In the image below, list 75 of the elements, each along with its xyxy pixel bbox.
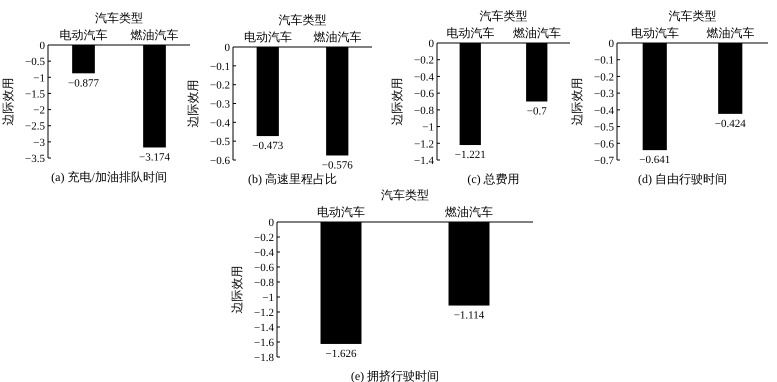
text: (c) 总费用 xyxy=(467,172,520,186)
y-axis-title: 边际效用 xyxy=(230,266,244,314)
x-tick-label: 燃油汽车 xyxy=(445,205,493,219)
data-label: −3.174 xyxy=(139,151,170,164)
x-tick-label: 燃油汽车 xyxy=(512,26,561,40)
y-tick-label: −1 xyxy=(422,122,434,134)
x-tick-label: 电动汽车 xyxy=(317,205,365,219)
y-tick-label: −0.6 xyxy=(210,155,230,167)
y-tick-label: −3.5 xyxy=(25,153,46,165)
x-tick-label: 电动汽车 xyxy=(446,26,494,40)
y-tick-label: −0.2 xyxy=(210,80,230,92)
y-tick-label: 0 xyxy=(268,217,274,229)
x-tick-label: 电动汽车 xyxy=(630,26,679,40)
y-tick-label: −1.5 xyxy=(25,88,46,100)
text: (a) 充电/加油排队时间 xyxy=(51,170,167,184)
y-tick-label: −0.1 xyxy=(594,54,614,67)
y-tick-label: −0.5 xyxy=(210,136,230,148)
data-label: −0.424 xyxy=(714,118,746,130)
y-tick-label: 0 xyxy=(224,42,230,54)
x-axis-title: 汽车类型 xyxy=(95,11,143,25)
y-tick-label: −0.6 xyxy=(254,262,274,274)
x-tick-label: 燃油汽车 xyxy=(313,30,362,44)
y-tick-label: −1.4 xyxy=(414,155,434,167)
y-tick-label: −1 xyxy=(262,292,274,304)
x-tick-label: 电动汽车 xyxy=(244,30,292,44)
text: (d) 自由行驶时间 xyxy=(638,172,727,186)
y-tick-label: −1.6 xyxy=(254,337,274,349)
x-axis-title: 汽车类型 xyxy=(381,188,429,202)
y-tick-label: −1.4 xyxy=(254,322,274,334)
y-tick-label: 0 xyxy=(608,38,614,50)
y-tick-label: −0.2 xyxy=(254,232,274,244)
y-tick-label: −1 xyxy=(33,72,45,84)
y-tick-label: −0.3 xyxy=(210,98,230,110)
x-axis-title: 汽车类型 xyxy=(278,13,326,27)
y-tick-label: −0.2 xyxy=(414,54,434,67)
x-tick-label: 电动汽车 xyxy=(60,28,108,42)
data-label: −0.7 xyxy=(526,106,548,118)
data-label: −1.626 xyxy=(326,348,357,360)
y-tick-label: −0.8 xyxy=(414,104,434,117)
y-tick-label: −0.5 xyxy=(594,122,614,134)
data-label: −0.641 xyxy=(639,154,670,166)
y-axis-title: 边际效用 xyxy=(390,78,404,126)
y-tick-label: −0.2 xyxy=(594,71,614,84)
y-tick-label: −1.2 xyxy=(254,307,274,319)
y-tick-label: −0.3 xyxy=(594,88,614,100)
data-label: −0.473 xyxy=(252,140,284,152)
data-label: −0.877 xyxy=(68,77,100,90)
y-axis-title: 边际效用 xyxy=(186,80,200,128)
y-tick-label: −1.8 xyxy=(254,352,274,364)
x-tick-label: 燃油汽车 xyxy=(706,26,754,40)
y-tick-label: −0.5 xyxy=(25,56,46,68)
data-label: −1.221 xyxy=(454,149,486,162)
y-tick-label: −0.8 xyxy=(254,277,274,289)
y-tick-label: 0 xyxy=(428,38,434,50)
data-label: −1.114 xyxy=(454,310,485,322)
y-axis-title: 边际效用 xyxy=(1,78,15,126)
y-tick-label: −0.4 xyxy=(594,104,614,117)
y-tick-label: −0.1 xyxy=(210,60,230,73)
y-tick-label: 0 xyxy=(40,40,46,52)
y-tick-label: −0.4 xyxy=(210,117,230,130)
y-tick-label: −2 xyxy=(33,104,45,117)
y-axis-title: 边际效用 xyxy=(570,78,584,126)
x-axis-title: 汽车类型 xyxy=(668,9,716,23)
x-axis-title: 汽车类型 xyxy=(480,9,528,23)
y-tick-label: −3 xyxy=(33,136,46,149)
y-tick-label: −0.4 xyxy=(254,247,274,259)
y-tick-label: −0.6 xyxy=(594,138,614,150)
data-label: −0.576 xyxy=(322,159,354,172)
y-tick-label: −1.2 xyxy=(414,138,434,150)
x-tick-label: 燃油汽车 xyxy=(130,28,178,42)
y-tick-label: −2.5 xyxy=(25,120,46,133)
text: (b) 高速里程占比 xyxy=(248,172,337,186)
y-tick-label: −0.6 xyxy=(414,88,434,100)
y-tick-label: −0.4 xyxy=(414,71,434,84)
y-tick-label: −0.7 xyxy=(594,155,614,167)
